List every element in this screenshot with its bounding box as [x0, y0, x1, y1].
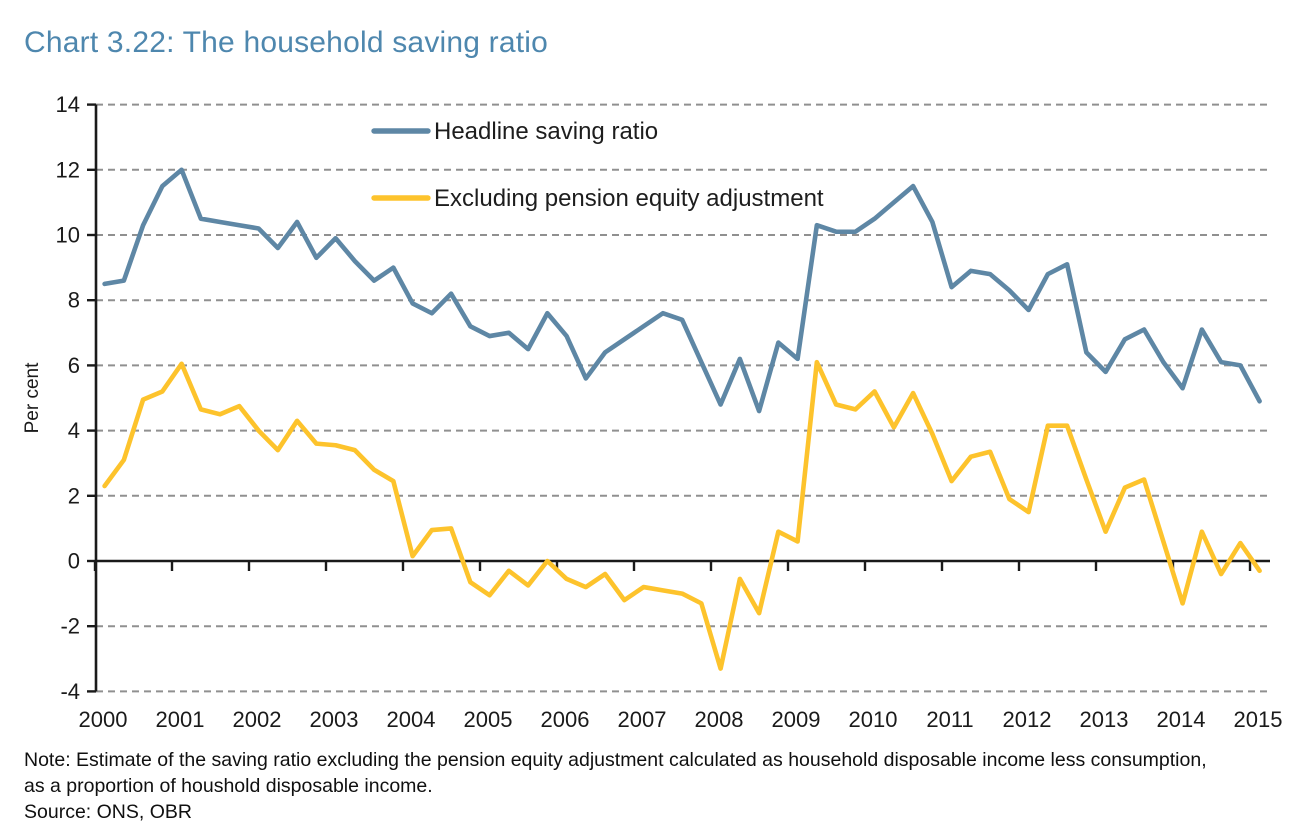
x-tick-label: 2003 [310, 707, 359, 732]
y-tick-label: 8 [68, 288, 80, 313]
y-tick-label: 10 [56, 223, 80, 248]
chart-title: Chart 3.22: The household saving ratio [24, 26, 549, 59]
excluding-series-line [102, 359, 1262, 671]
y-tick-label: 4 [68, 418, 80, 443]
x-tick-label: 2002 [233, 707, 282, 732]
x-tick-label: 2000 [79, 707, 128, 732]
x-tick-label: 2010 [849, 707, 898, 732]
x-tick-label: 2008 [695, 707, 744, 732]
x-tick-label: 2009 [772, 707, 821, 732]
y-tick-label: 6 [68, 353, 80, 378]
legend-label: Excluding pension equity adjustment [434, 185, 824, 212]
saving-ratio-line-chart: 14 12 10 8 6 4 2 0 -2 -4 2000 2001 2002 2003 2004 2005 2… [22, 92, 1283, 732]
x-tick-label: 2011 [926, 707, 973, 732]
x-tick-label: 2007 [618, 707, 667, 732]
x-tick-label: 2004 [387, 707, 436, 732]
y-tick-label: 2 [68, 483, 80, 508]
x-tick-label: 2006 [541, 707, 590, 732]
x-tick-label: 2012 [1003, 707, 1052, 732]
y-tick-label: -4 [60, 679, 80, 704]
chart-note: Note: Estimate of the saving ratio exclu… [24, 749, 1207, 797]
y-tick-label: 0 [68, 549, 80, 574]
y-tick-label: 14 [56, 92, 80, 117]
x-tick-label: 2013 [1080, 707, 1129, 732]
legend-label: Headline saving ratio [434, 118, 658, 145]
chart-source: Source: ONS, OBR [24, 801, 192, 823]
x-tick-label: 2015 [1234, 707, 1283, 732]
y-axis-title: Per cent [22, 362, 43, 433]
y-tick-label: -2 [60, 614, 80, 639]
headline-series-line [102, 167, 1262, 414]
x-tick-label: 2014 [1157, 707, 1206, 732]
x-tick-label: 2001 [156, 707, 205, 732]
x-tick-label: 2005 [464, 707, 513, 732]
y-tick-label: 12 [56, 157, 80, 182]
